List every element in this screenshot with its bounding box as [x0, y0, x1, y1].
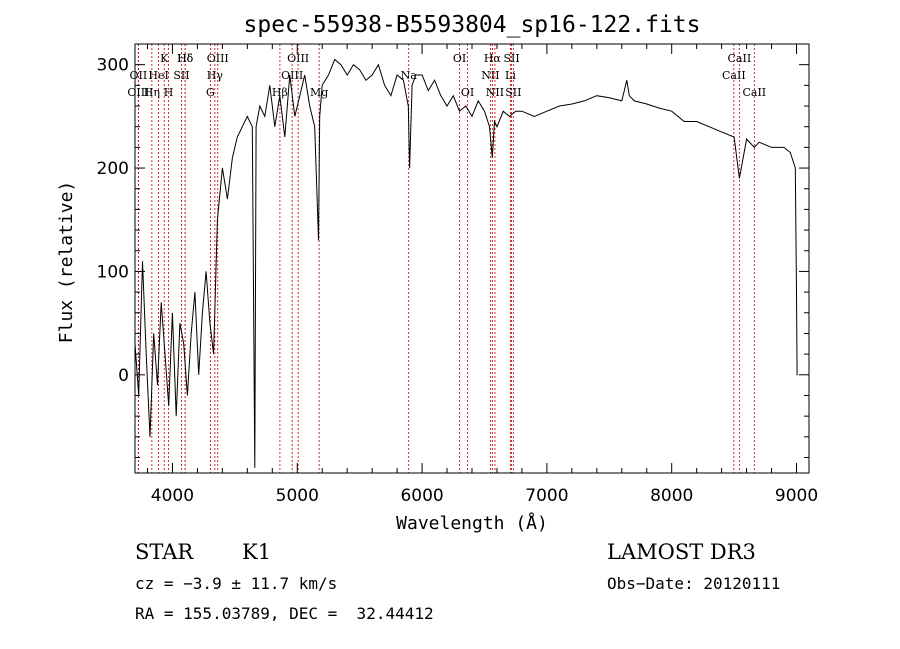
- spectral-line-label: G: [206, 86, 215, 99]
- spectral-line-label: Na: [401, 69, 418, 82]
- spectral-line-label: CaII: [722, 69, 746, 82]
- spectral-line-label: Hβ: [272, 86, 288, 99]
- spectral-line-label: OIII: [127, 86, 149, 99]
- x-axis-label: Wavelength (Å): [396, 512, 548, 534]
- spectral-line-label: SII: [173, 69, 189, 82]
- spectral-line-label: Mg: [310, 86, 328, 99]
- spectral-line-label: Hγ: [207, 69, 224, 82]
- spectral-line-label: NII: [486, 86, 504, 99]
- object-subclass: K1: [242, 540, 272, 564]
- spectral-line-label: CaII: [728, 52, 752, 65]
- chart-title: spec-55938-B5593804_sp16-122.fits: [244, 12, 701, 38]
- plot-frame: [134, 43, 810, 474]
- spectral-line-label: H: [164, 86, 174, 99]
- spectral-line-label: OIII: [287, 52, 309, 65]
- spectral-line-label: NII: [481, 69, 499, 82]
- spectral-line-label: Li: [505, 69, 516, 82]
- object-class: STAR: [135, 540, 194, 564]
- y-tick-label: 0: [118, 366, 129, 386]
- y-tick-label: 100: [97, 262, 129, 282]
- spectral-line-label: OI: [453, 52, 466, 65]
- spectral-line-label: SII: [503, 52, 519, 65]
- spectral-line-label: SII: [505, 86, 521, 99]
- survey-name: LAMOST DR3: [607, 540, 756, 564]
- redshift-text: cz = −3.9 ± 11.7 km/s: [135, 574, 338, 593]
- y-axis-label: Flux (relative): [56, 181, 77, 344]
- spectral-line-label: OII: [130, 69, 148, 82]
- coords-text: RA = 155.03789, DEC = 32.44412: [135, 604, 434, 623]
- spectral-line-label: OI: [461, 86, 474, 99]
- spectral-line-label: HeI: [148, 69, 168, 82]
- x-tick-label: 9000: [775, 486, 818, 506]
- x-tick-label: 8000: [650, 486, 693, 506]
- spectral-line-label: OIII: [281, 69, 303, 82]
- y-tick-label: 200: [97, 159, 129, 179]
- x-tick-label: 7000: [525, 486, 568, 506]
- spectral-line-label: Hδ: [177, 52, 194, 65]
- spectral-line-label: Hη: [144, 86, 160, 99]
- spectral-line-label: CaII: [742, 86, 766, 99]
- x-axis-ticks: 4000 5000 6000 7000 8000 9000: [146, 44, 818, 506]
- spectral-line-label: Hδ: [177, 52, 194, 65]
- spectrum-line: [134, 58, 798, 468]
- x-tick-label: 6000: [400, 486, 443, 506]
- obs-date-text: Obs−Date: 20120111: [607, 574, 781, 593]
- x-tick-label: 4000: [151, 486, 194, 506]
- spectral-line-label: K: [160, 52, 169, 65]
- spectral-line-label: OIII: [207, 52, 229, 65]
- x-tick-label: 5000: [276, 486, 319, 506]
- y-tick-label: 300: [97, 56, 129, 76]
- spectral-line-label: Hα: [484, 52, 502, 65]
- y-axis-ticks: 0 100 200 300: [97, 43, 809, 458]
